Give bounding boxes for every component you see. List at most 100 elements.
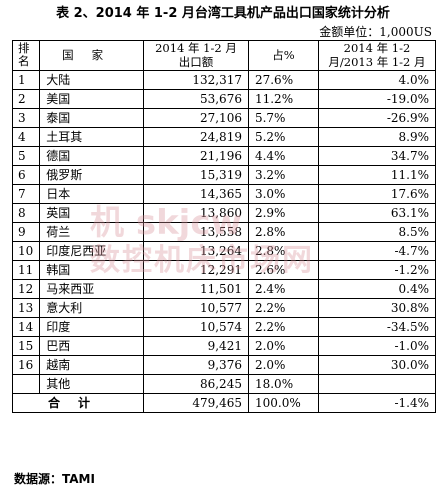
growth-cell: 8.5% [317, 222, 437, 242]
table-title: 表 2、2014 年 1-2 月台湾工具机产品出口国家统计分析 [56, 6, 390, 21]
share-cell: 5.7% [247, 108, 319, 128]
source-note: 数据源：TAMI [14, 472, 95, 486]
growth-cell [317, 374, 437, 394]
share-cell: 4.4% [247, 146, 319, 166]
header-value-label: 2014 年 1-2 月出口额 [155, 41, 237, 69]
growth-cell: -19.0% [317, 89, 437, 109]
table-row: 11 韩国 12,291 2.6% -1.2% [11, 260, 437, 280]
header-growth-label: 2014 年 1-2 月/2013 年 1-2 月 [328, 41, 426, 69]
growth-cell: -26.9% [317, 108, 437, 128]
export-table: 排名 国家 2014 年 1-2 月出口额 占% 2014 年 1-2 月/20… [11, 40, 437, 413]
share-cell: 2.9% [247, 203, 319, 223]
value-cell: 21,196 [142, 146, 249, 166]
rank-cell: 2 [11, 89, 41, 109]
value-cell: 13,264 [142, 241, 249, 261]
share-cell: 27.6% [247, 70, 319, 90]
growth-cell: 30.8% [317, 298, 437, 318]
growth-cell: 30.0% [317, 355, 437, 375]
country-cell: 英国 [39, 203, 144, 223]
growth-cell: 17.6% [317, 184, 437, 204]
value-cell: 86,245 [142, 374, 249, 394]
rank-cell: 8 [11, 203, 41, 223]
country-cell: 越南 [39, 355, 144, 375]
value-cell: 24,819 [142, 127, 249, 147]
share-cell: 11.2% [247, 89, 319, 109]
share-cell: 5.2% [247, 127, 319, 147]
country-cell: 德国 [39, 146, 144, 166]
country-cell: 印度尼西亚 [39, 241, 144, 261]
share-cell: 3.0% [247, 184, 319, 204]
total-share: 100.0% [247, 393, 319, 413]
country-cell: 日本 [39, 184, 144, 204]
rank-cell: 4 [11, 127, 41, 147]
share-cell: 2.4% [247, 279, 319, 299]
value-cell: 27,106 [142, 108, 249, 128]
share-cell: 2.0% [247, 355, 319, 375]
table-row: 10 印度尼西亚 13,264 2.8% -4.7% [11, 241, 437, 261]
share-cell: 2.2% [247, 298, 319, 318]
table-row: 3 泰国 27,106 5.7% -26.9% [11, 108, 437, 128]
growth-cell: -34.5% [317, 317, 437, 337]
header-rank-label: 排名 [18, 41, 30, 68]
value-cell: 9,376 [142, 355, 249, 375]
growth-cell: 4.0% [317, 70, 437, 90]
rank-cell [11, 374, 41, 394]
rank-cell: 3 [11, 108, 41, 128]
value-cell: 12,291 [142, 260, 249, 280]
table-row: 5 德国 21,196 4.4% 34.7% [11, 146, 437, 166]
total-row: 合计 479,465 100.0% -1.4% [12, 393, 437, 413]
value-cell: 132,317 [142, 70, 249, 90]
rank-cell: 15 [11, 336, 41, 356]
country-cell: 印度 [39, 317, 144, 337]
value-cell: 9,421 [142, 336, 249, 356]
share-cell: 2.6% [247, 260, 319, 280]
country-cell: 土耳其 [39, 127, 144, 147]
share-cell: 3.2% [247, 165, 319, 185]
table-row: 其他 86,245 18.0% [11, 374, 437, 394]
country-cell: 马来西亚 [39, 279, 144, 299]
table-row: 9 荷兰 13,558 2.8% 8.5% [11, 222, 437, 242]
country-cell: 大陆 [39, 70, 144, 90]
value-cell: 13,860 [142, 203, 249, 223]
rank-cell: 14 [11, 317, 41, 337]
value-cell: 11,501 [142, 279, 249, 299]
rank-cell: 5 [11, 146, 41, 166]
country-cell: 巴西 [39, 336, 144, 356]
rank-cell: 11 [11, 260, 41, 280]
header-value: 2014 年 1-2 月出口额 [142, 40, 249, 71]
rank-cell: 7 [11, 184, 41, 204]
rank-cell: 10 [11, 241, 41, 261]
country-cell: 其他 [39, 374, 144, 394]
table-row: 8 英国 13,860 2.9% 63.1% [11, 203, 437, 223]
growth-cell: 8.9% [317, 127, 437, 147]
header-rank: 排名 [11, 40, 41, 71]
table-row: 4 土耳其 24,819 5.2% 8.9% [11, 127, 437, 147]
growth-cell: -1.2% [317, 260, 437, 280]
rank-cell: 13 [11, 298, 41, 318]
growth-cell: 11.1% [317, 165, 437, 185]
total-growth: -1.4% [317, 393, 437, 413]
value-cell: 53,676 [142, 89, 249, 109]
rank-cell: 1 [11, 70, 41, 90]
value-cell: 13,558 [142, 222, 249, 242]
table-row: 15 巴西 9,421 2.0% -1.0% [11, 336, 437, 356]
share-cell: 2.0% [247, 336, 319, 356]
growth-cell: -4.7% [317, 241, 437, 261]
growth-cell: 34.7% [317, 146, 437, 166]
table-row: 13 意大利 10,577 2.2% 30.8% [11, 298, 437, 318]
growth-cell: 63.1% [317, 203, 437, 223]
growth-cell: -1.0% [317, 336, 437, 356]
total-label: 合计 [12, 393, 144, 413]
table-row: 12 马来西亚 11,501 2.4% 0.4% [11, 279, 437, 299]
value-cell: 10,574 [142, 317, 249, 337]
unit-label: 金额单位：1,000US [319, 25, 432, 39]
table-row: 16 越南 9,376 2.0% 30.0% [11, 355, 437, 375]
country-cell: 泰国 [39, 108, 144, 128]
table-row: 7 日本 14,365 3.0% 17.6% [11, 184, 437, 204]
header-country: 国家 [39, 40, 144, 71]
country-cell: 美国 [39, 89, 144, 109]
table-row: 2 美国 53,676 11.2% -19.0% [11, 89, 437, 109]
share-cell: 18.0% [247, 374, 319, 394]
table-row: 6 俄罗斯 15,319 3.2% 11.1% [11, 165, 437, 185]
header-growth: 2014 年 1-2 月/2013 年 1-2 月 [317, 40, 437, 71]
